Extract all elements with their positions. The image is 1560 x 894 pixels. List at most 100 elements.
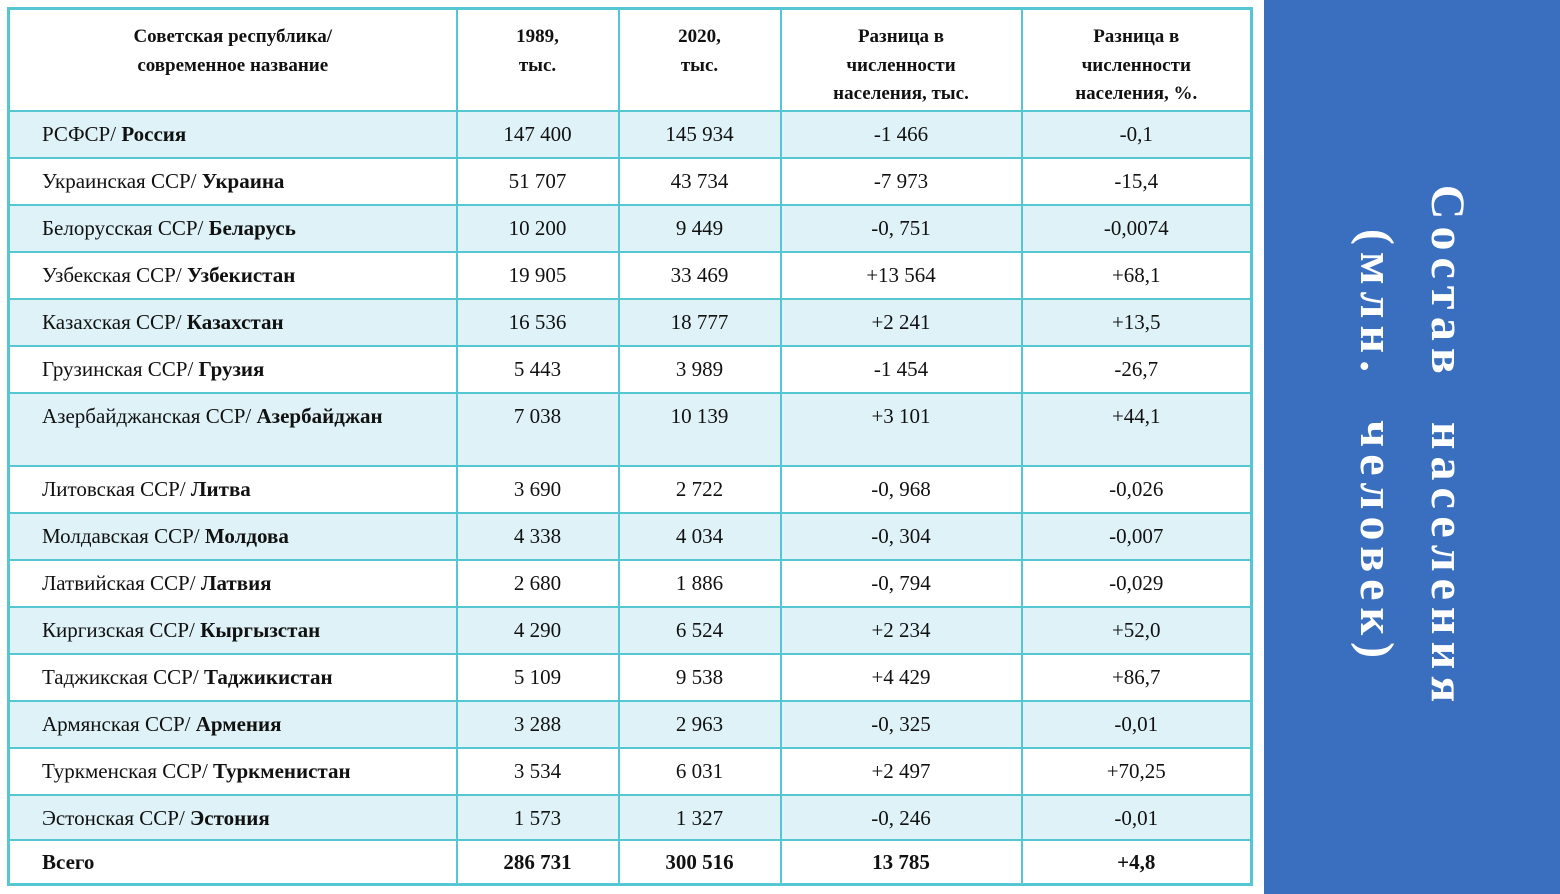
sidebar-title-line1: Состав населения [1421, 184, 1475, 710]
population-2020-cell: 145 934 [617, 109, 782, 159]
soviet-name: Эстонская ССР/ [42, 805, 185, 830]
republic-name-cell: Туркменская ССР/ Туркменистан [7, 746, 458, 796]
republic-name-cell: Армянская ССР/ Армения [7, 699, 458, 749]
total-2020: 300 516 [617, 838, 782, 886]
population-2020-cell: 6 031 [617, 746, 782, 796]
soviet-name: Киргизская ССР/ [42, 617, 195, 642]
population-2020-cell: 2 963 [617, 699, 782, 749]
header-1989: 1989, тыс. [455, 7, 620, 112]
population-2020-cell: 1 327 [617, 793, 782, 841]
republic-name-cell: Украинская ССР/ Украина [7, 156, 458, 206]
republic-name-cell: Азербайджанская ССР/ Азербайджан [7, 391, 458, 467]
table-row: Белорусская ССР/ Беларусь 10 200 9 449 -… [7, 203, 1253, 253]
modern-name: Латвия [200, 570, 272, 595]
republic-name-cell: Молдавская ССР/ Молдова [7, 511, 458, 561]
population-1989-cell: 10 200 [455, 203, 620, 253]
table-row: Азербайджанская ССР/ Азербайджан 7 038 1… [7, 391, 1253, 467]
diff-thousands-cell: +2 241 [779, 297, 1023, 347]
header-republic: Советская республика/ современное назван… [7, 7, 458, 112]
table-row: Грузинская ССР/ Грузия 5 443 3 989 -1 45… [7, 344, 1253, 394]
header-diff-percent: Разница в численности населения, %. [1020, 7, 1253, 112]
soviet-name: Украинская ССР/ [42, 168, 197, 193]
soviet-name: Армянская ССР/ [42, 711, 191, 736]
diff-percent-cell: +52,0 [1020, 605, 1253, 655]
table-header: Советская республика/ современное назван… [7, 7, 1253, 112]
diff-percent-cell: -0,026 [1020, 464, 1253, 514]
population-1989-cell: 3 690 [455, 464, 620, 514]
modern-name: Грузия [198, 356, 265, 381]
republic-name-cell: Киргизская ССР/ Кыргызстан [7, 605, 458, 655]
population-1989-cell: 3 288 [455, 699, 620, 749]
population-2020-cell: 9 538 [617, 652, 782, 702]
table-row: Латвийская ССР/ Латвия 2 680 1 886 -0, 7… [7, 558, 1253, 608]
diff-thousands-cell: +3 101 [779, 391, 1023, 467]
table-row: Молдавская ССР/ Молдова 4 338 4 034 -0, … [7, 511, 1253, 561]
total-1989: 286 731 [455, 838, 620, 886]
modern-name: Армения [195, 711, 282, 736]
population-1989-cell: 5 109 [455, 652, 620, 702]
soviet-name: Азербайджанская ССР/ [42, 403, 252, 428]
header-diff-thousands: Разница в численности населения, тыс. [779, 7, 1023, 112]
soviet-name: Молдавская ССР/ [42, 523, 200, 548]
diff-thousands-cell: -0, 751 [779, 203, 1023, 253]
table-header-row: Советская республика/ современное назван… [7, 7, 1253, 112]
population-1989-cell: 4 290 [455, 605, 620, 655]
population-2020-cell: 1 886 [617, 558, 782, 608]
diff-percent-cell: +44,1 [1020, 391, 1253, 467]
soviet-name: Латвийская ССР/ [42, 570, 196, 595]
population-2020-cell: 2 722 [617, 464, 782, 514]
modern-name: Казахстан [186, 309, 284, 334]
population-table: Советская республика/ современное назван… [7, 7, 1253, 886]
table-row: Эстонская ССР/ Эстония 1 573 1 327 -0, 2… [7, 793, 1253, 841]
diff-thousands-cell: -0, 968 [779, 464, 1023, 514]
total-diff-thousands: 13 785 [779, 838, 1023, 886]
table-row: Узбекская ССР/ Узбекистан 19 905 33 469 … [7, 250, 1253, 300]
modern-name: Узбекистан [186, 262, 296, 287]
table-body: РСФСР/ Россия 147 400 145 934 -1 466 -0,… [7, 109, 1253, 841]
population-2020-cell: 33 469 [617, 250, 782, 300]
table-footer: Всего 286 731 300 516 13 785 +4,8 [7, 838, 1253, 886]
modern-name: Россия [121, 121, 187, 146]
diff-percent-cell: -0,029 [1020, 558, 1253, 608]
population-1989-cell: 2 680 [455, 558, 620, 608]
population-1989-cell: 19 905 [455, 250, 620, 300]
diff-thousands-cell: -7 973 [779, 156, 1023, 206]
republic-name-cell: Латвийская ССР/ Латвия [7, 558, 458, 608]
population-1989-cell: 3 534 [455, 746, 620, 796]
diff-percent-cell: -15,4 [1020, 156, 1253, 206]
total-row: Всего 286 731 300 516 13 785 +4,8 [7, 838, 1253, 886]
sidebar-title: Состав населения (млн. человек) [1341, 185, 1483, 709]
population-2020-cell: 3 989 [617, 344, 782, 394]
population-2020-cell: 9 449 [617, 203, 782, 253]
diff-thousands-cell: -0, 304 [779, 511, 1023, 561]
soviet-name: Казахская ССР/ [42, 309, 182, 334]
diff-percent-cell: -0,01 [1020, 793, 1253, 841]
diff-percent-cell: -0,0074 [1020, 203, 1253, 253]
diff-thousands-cell: -1 466 [779, 109, 1023, 159]
diff-percent-cell: -0,007 [1020, 511, 1253, 561]
population-2020-cell: 43 734 [617, 156, 782, 206]
total-label: Всего [7, 838, 458, 886]
diff-thousands-cell: +4 429 [779, 652, 1023, 702]
soviet-name: Узбекская ССР/ [42, 262, 182, 287]
modern-name: Таджикистан [203, 664, 333, 689]
republic-name-cell: Казахская ССР/ Казахстан [7, 297, 458, 347]
table-row: Литовская ССР/ Литва 3 690 2 722 -0, 968… [7, 464, 1253, 514]
sidebar-title-line2: (млн. человек) [1350, 228, 1403, 666]
modern-name: Беларусь [208, 215, 296, 240]
republic-name-cell: Грузинская ССР/ Грузия [7, 344, 458, 394]
modern-name: Азербайджан [256, 403, 383, 428]
table-row: РСФСР/ Россия 147 400 145 934 -1 466 -0,… [7, 109, 1253, 159]
table-row: Туркменская ССР/ Туркменистан 3 534 6 03… [7, 746, 1253, 796]
republic-name-cell: Узбекская ССР/ Узбекистан [7, 250, 458, 300]
population-2020-cell: 10 139 [617, 391, 782, 467]
diff-thousands-cell: -0, 246 [779, 793, 1023, 841]
diff-percent-cell: +13,5 [1020, 297, 1253, 347]
population-1989-cell: 4 338 [455, 511, 620, 561]
sidebar: Состав населения (млн. человек) [1264, 0, 1560, 894]
diff-percent-cell: -0,01 [1020, 699, 1253, 749]
diff-percent-cell: -26,7 [1020, 344, 1253, 394]
modern-name: Литва [190, 476, 251, 501]
population-1989-cell: 1 573 [455, 793, 620, 841]
diff-thousands-cell: -0, 794 [779, 558, 1023, 608]
